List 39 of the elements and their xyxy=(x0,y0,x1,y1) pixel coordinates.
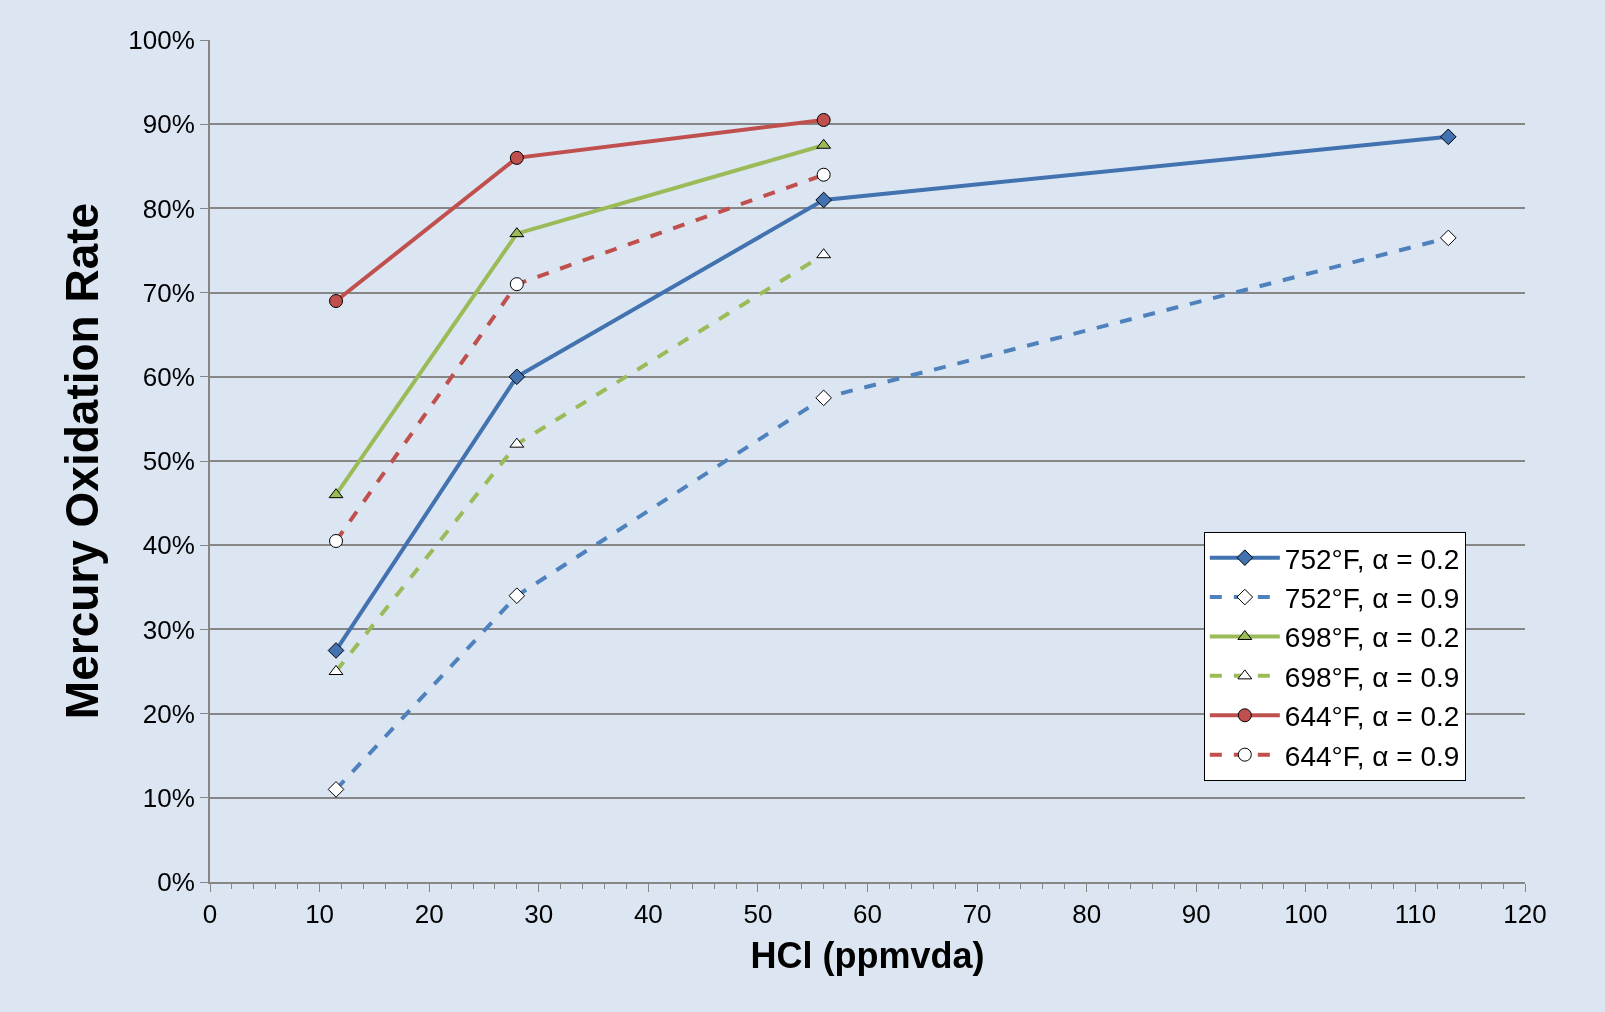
legend-label: 752°F, α = 0.2 xyxy=(1284,543,1460,575)
x-tick-label: 110 xyxy=(1394,899,1437,930)
y-tick-label: 0% xyxy=(157,867,195,898)
x-tick-label: 80 xyxy=(1072,899,1102,930)
legend-label: 644°F, α = 0.2 xyxy=(1284,701,1460,733)
legend-label: 752°F, α = 0.9 xyxy=(1284,582,1460,614)
x-tick-label: 120 xyxy=(1503,899,1547,930)
point xyxy=(1439,128,1457,146)
x-tick-label: 20 xyxy=(414,899,444,930)
y-tick-label: 60% xyxy=(142,361,195,392)
x-tick-label: 50 xyxy=(743,899,773,930)
legend-label: 644°F, α = 0.9 xyxy=(1284,740,1460,772)
x-tick-label: 60 xyxy=(853,899,882,930)
y-tick-label: 70% xyxy=(142,277,195,308)
y-tick-label: 100% xyxy=(128,25,195,56)
y-tick-label: 10% xyxy=(142,782,195,813)
x-tick-label: 40 xyxy=(633,899,663,930)
point xyxy=(329,294,344,309)
y-axis-title: Mercury Oxidation Rate xyxy=(56,202,109,720)
x-axis-title: HCl (ppmvda) xyxy=(750,935,985,977)
x-tick-label: 10 xyxy=(305,899,335,930)
point xyxy=(509,150,524,165)
x-tick-label: 70 xyxy=(962,899,992,930)
x-tick-label: 90 xyxy=(1181,899,1211,930)
y-tick-label: 50% xyxy=(142,446,195,477)
x-tick-label: 30 xyxy=(524,899,554,930)
point xyxy=(327,642,345,659)
y-tick-label: 90% xyxy=(142,109,195,140)
legend-label: 698°F, α = 0.9 xyxy=(1284,661,1460,693)
y-tick-label: 80% xyxy=(142,193,195,224)
point xyxy=(816,112,831,127)
y-tick-label: 40% xyxy=(142,530,195,561)
x-tick-label: 0 xyxy=(202,899,218,930)
y-tick-label: 20% xyxy=(142,698,195,729)
legend-label: 698°F, α = 0.2 xyxy=(1284,622,1460,654)
x-tick-label: 100 xyxy=(1284,899,1328,930)
point xyxy=(508,368,526,386)
y-tick-label: 30% xyxy=(142,614,195,645)
point xyxy=(815,191,832,209)
